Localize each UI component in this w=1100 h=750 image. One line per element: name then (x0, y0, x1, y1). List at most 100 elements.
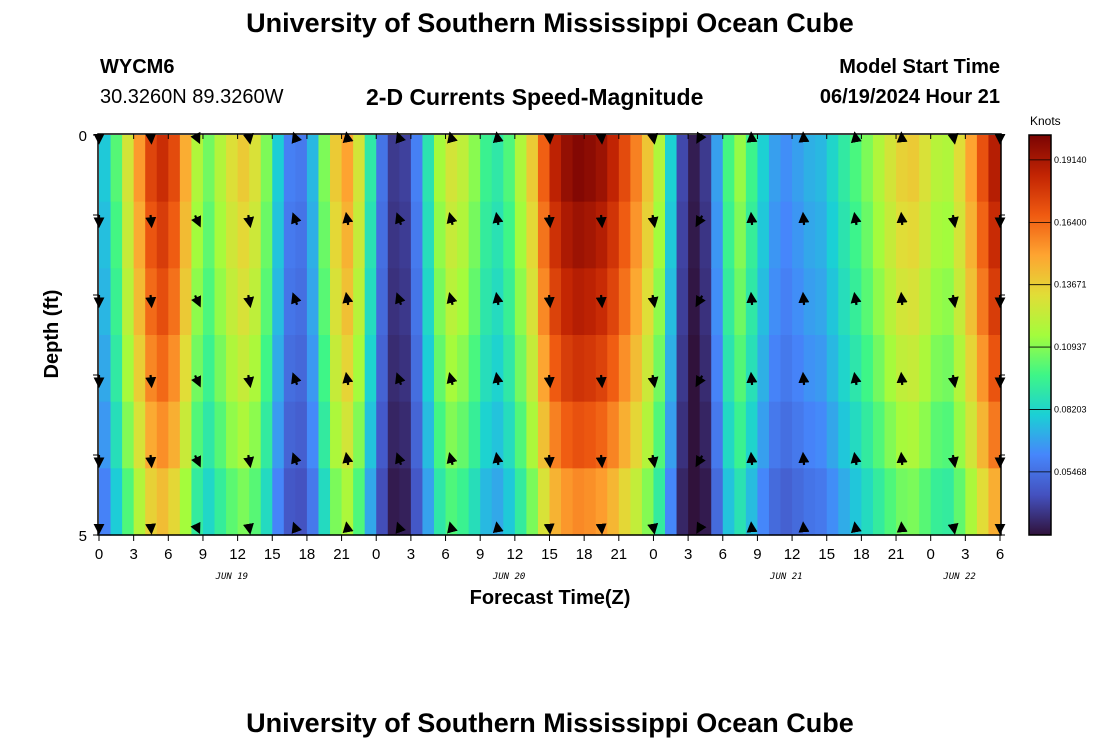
heatmap-cell (145, 335, 158, 403)
heatmap-cell (168, 401, 181, 469)
heatmap-cell (768, 135, 782, 203)
heatmap-cell (214, 268, 227, 336)
heatmap-cell (445, 335, 458, 403)
heatmap-cell (607, 201, 620, 269)
heatmap-cell (838, 468, 851, 536)
heatmap-cell (849, 468, 862, 536)
heatmap-cell (803, 335, 816, 403)
heatmap-cell (872, 468, 886, 536)
heatmap-cell (618, 468, 631, 536)
heatmap-cell (353, 401, 366, 469)
current-vector-arrow (947, 454, 959, 469)
heatmap-cell (341, 468, 354, 536)
heatmap-cell (468, 401, 481, 469)
chart-title: University of Southern Mississippi Ocean… (246, 8, 854, 38)
heatmap-cell (410, 201, 424, 269)
y-tick-label: 5 (79, 528, 87, 545)
current-vector-arrow (395, 521, 406, 534)
heatmap-cell (711, 201, 724, 269)
heatmap-cell (607, 135, 620, 203)
current-vector-arrow (850, 521, 862, 534)
heatmap-cell (849, 335, 862, 403)
heatmap-cell (803, 401, 816, 469)
heatmap-cell (930, 401, 943, 469)
heatmap-cell (318, 401, 331, 469)
heatmap-cell (711, 268, 724, 336)
current-vector-arrow (696, 131, 707, 144)
current-vector-arrow (647, 522, 659, 535)
heatmap-cell (330, 401, 343, 469)
heatmap-cell (595, 335, 608, 403)
heatmap-cell (330, 135, 343, 203)
heatmap-cell (976, 268, 990, 336)
heatmap-cell (988, 401, 1001, 469)
current-vector-arrow (145, 214, 157, 229)
current-vector-arrow (746, 211, 758, 226)
current-vector-arrow (492, 451, 504, 466)
heatmap-cell (306, 268, 320, 336)
heatmap-cell (976, 401, 990, 469)
heatmap-cell (896, 335, 909, 403)
heatmap-cell (584, 468, 597, 536)
heatmap-cell (272, 268, 285, 336)
heatmap-cell (607, 268, 620, 336)
current-vector-arrow (145, 374, 157, 389)
heatmap-cell (433, 401, 447, 469)
heatmap-cell (653, 268, 666, 336)
heatmap-cell (330, 468, 343, 536)
heatmap-cell (110, 401, 123, 469)
heatmap-cell (884, 135, 897, 203)
heatmap-cell (896, 135, 909, 203)
heatmap-cell (884, 401, 897, 469)
heatmap-cell (653, 401, 666, 469)
heatmap-cell (757, 335, 770, 403)
heatmap-cell (202, 401, 216, 469)
heatmap-cell (410, 468, 424, 536)
x-tick-label: 3 (961, 546, 969, 563)
heatmap-cell (341, 135, 354, 203)
heatmap-cell (618, 335, 631, 403)
current-vector-arrow (595, 454, 607, 469)
heatmap-cell (214, 401, 227, 469)
heatmap-cell (399, 401, 412, 469)
station-id: WYCM6 (100, 56, 175, 78)
heatmap-cell (133, 268, 146, 336)
heatmap-cell (665, 401, 678, 469)
heatmap-cell (110, 135, 123, 203)
heatmap-cell (179, 335, 193, 403)
heatmap-cell (641, 268, 655, 336)
heatmap-cell (618, 268, 631, 336)
heatmap-cell (99, 468, 112, 536)
heatmap-cell (826, 201, 839, 269)
heatmap-cell (630, 268, 643, 336)
heatmap-cell (514, 268, 527, 336)
x-tick-label: 6 (441, 546, 449, 563)
heatmap-cell (942, 201, 955, 269)
current-vector-arrow (342, 371, 354, 386)
heatmap-cell (422, 335, 435, 403)
current-vector-arrow (291, 212, 302, 226)
heatmap-cell (745, 135, 759, 203)
heatmap-cell (283, 135, 296, 203)
heatmap-cell (156, 401, 169, 469)
heatmap-cell (156, 268, 169, 336)
current-vector-arrow (696, 521, 707, 534)
y-tick-label: 0 (79, 128, 87, 145)
heatmap-cell (353, 268, 366, 336)
heatmap-cell (699, 468, 712, 536)
heatmap-cell (295, 335, 308, 403)
x-tick-label: 9 (476, 546, 484, 563)
heatmap-cell (353, 468, 366, 536)
heatmap-cell (387, 401, 400, 469)
heatmap-cell (445, 135, 458, 203)
footer-title: University of Southern Mississippi Ocean… (246, 708, 854, 738)
current-vector-arrow (595, 523, 607, 535)
current-vector-arrow (492, 211, 504, 226)
heatmap-cell (110, 201, 123, 269)
heatmap-cell (387, 468, 400, 536)
heatmap-cell (491, 468, 504, 536)
heatmap-cell (942, 135, 955, 203)
heatmap-cell (884, 468, 897, 536)
heatmap-cell (272, 468, 285, 536)
heatmap-cell (572, 401, 585, 469)
